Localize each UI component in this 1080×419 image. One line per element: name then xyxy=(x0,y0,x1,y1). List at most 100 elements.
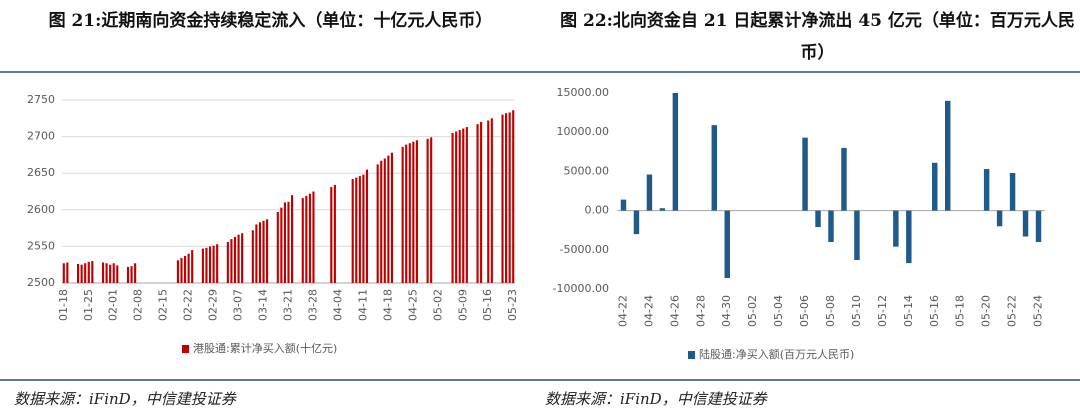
x-tick-label: 05-24 xyxy=(1032,295,1045,327)
bar xyxy=(383,158,386,283)
bar xyxy=(258,222,262,283)
x-tick-label: 05-16 xyxy=(481,289,494,321)
bar xyxy=(233,236,237,283)
x-tick-label: 02-22 xyxy=(182,289,195,321)
y-tick-label: 2700 xyxy=(27,130,55,143)
bar xyxy=(87,261,90,283)
x-tick-label: 05-23 xyxy=(506,289,519,321)
bar xyxy=(333,184,336,283)
x-tick-label: 05-04 xyxy=(772,295,785,327)
bar xyxy=(301,198,304,283)
x-tick-label: 03-28 xyxy=(306,289,319,321)
bar xyxy=(358,176,361,283)
x-tick-label: 05-12 xyxy=(876,295,889,327)
bar xyxy=(91,261,94,283)
bar xyxy=(84,263,87,283)
bar xyxy=(276,211,279,283)
x-tick-label: 03-07 xyxy=(232,289,245,321)
bar xyxy=(251,230,254,283)
bar xyxy=(1022,210,1029,237)
y-tick-label: 5000.00 xyxy=(564,164,610,177)
y-tick-label: 15000.00 xyxy=(557,86,610,99)
bar xyxy=(283,202,287,283)
chart-title: 图 21:近期南向资金持续稳定流入（单位：十亿元人民币） xyxy=(48,11,493,31)
bar xyxy=(659,208,666,211)
x-tick-label: 05-08 xyxy=(824,295,837,327)
bar xyxy=(633,210,640,235)
bar xyxy=(841,147,847,211)
bar xyxy=(237,234,240,283)
x-tick-label: 03-14 xyxy=(257,289,270,321)
bar xyxy=(62,263,65,283)
bar xyxy=(187,253,190,283)
x-tick-label: 02-01 xyxy=(107,289,120,321)
y-tick-label: 2650 xyxy=(27,166,55,179)
x-tick-label: 05-10 xyxy=(850,295,863,327)
y-tick-label: 10000.00 xyxy=(557,125,610,138)
x-tick-label: 04-22 xyxy=(616,295,629,327)
bar xyxy=(426,138,429,283)
bar xyxy=(465,127,468,283)
bar xyxy=(266,219,269,283)
bar xyxy=(183,255,187,283)
bar xyxy=(76,263,80,283)
legend-label: 港股通:累计净买入额(十亿元) xyxy=(193,341,337,355)
bar xyxy=(351,179,354,283)
bar xyxy=(80,264,83,283)
bar xyxy=(180,258,183,283)
bar xyxy=(501,114,504,283)
bar xyxy=(945,100,951,211)
bar xyxy=(305,195,308,283)
bar xyxy=(906,210,912,264)
bar xyxy=(241,233,244,283)
bar xyxy=(255,224,258,283)
bar xyxy=(1009,172,1016,211)
bar xyxy=(490,118,493,283)
bar xyxy=(508,112,511,283)
x-tick-label: 04-28 xyxy=(694,295,707,327)
x-tick-label: 03-21 xyxy=(282,289,295,321)
bar xyxy=(105,263,108,283)
y-tick-label: 2600 xyxy=(27,203,55,216)
x-tick-label: 05-18 xyxy=(954,295,967,327)
x-tick-label: 05-16 xyxy=(928,295,941,327)
bar xyxy=(1035,210,1042,242)
bar xyxy=(312,191,315,283)
bar xyxy=(330,187,333,283)
x-tick-label: 01-25 xyxy=(82,289,95,321)
x-tick-label: 04-26 xyxy=(668,295,681,327)
bar xyxy=(455,131,458,283)
bar xyxy=(996,210,1003,227)
bar xyxy=(476,124,479,283)
x-tick-label: 04-25 xyxy=(406,289,419,321)
source: 数据来源：iFinD，中信建投证券 xyxy=(14,390,236,408)
x-tick-label: 04-11 xyxy=(356,289,369,321)
bar xyxy=(380,160,383,283)
bar xyxy=(480,121,483,284)
bar xyxy=(262,220,265,283)
bar xyxy=(201,248,204,283)
y-tick-label: -5000.00 xyxy=(560,243,609,256)
bar xyxy=(365,169,369,283)
x-tick-label: 01-18 xyxy=(57,289,70,321)
bar xyxy=(802,137,808,211)
x-tick-label: 05-06 xyxy=(798,295,811,327)
bar xyxy=(66,262,69,283)
y-tick-label: 2500 xyxy=(27,276,55,289)
x-tick-label: 05-02 xyxy=(746,295,759,327)
bar xyxy=(815,210,821,228)
bar xyxy=(134,263,137,283)
bar xyxy=(390,152,394,283)
bar xyxy=(983,169,990,211)
source: 数据来源：iFinD，中信建投证券 xyxy=(545,390,767,408)
x-tick-label: 02-15 xyxy=(157,289,170,321)
y-tick-label: -10000.00 xyxy=(553,282,609,295)
x-tick-label: 05-22 xyxy=(1006,295,1019,327)
bar xyxy=(280,207,283,283)
bar xyxy=(711,125,717,211)
bar xyxy=(415,140,418,283)
x-tick-label: 05-14 xyxy=(902,295,915,327)
bar xyxy=(176,260,179,283)
y-tick-label: 2750 xyxy=(27,93,55,106)
